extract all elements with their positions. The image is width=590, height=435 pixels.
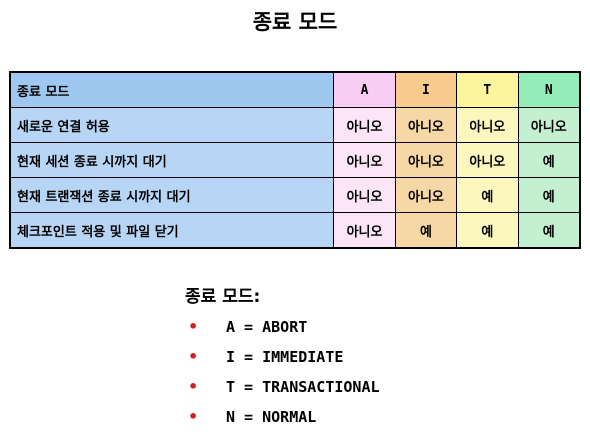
table-cell: 아니오 [456,142,519,178]
list-item: • I = IMMEDIATE [188,342,380,372]
column-header-i: I [394,71,458,108]
row-label: 새로운 연결 허용 [9,107,335,143]
page-title: 종료 모드 [252,10,338,34]
list-item: • A = ABORT [188,312,380,342]
table-cell: 아니오 [333,142,396,178]
shutdown-mode-table: 종료 모드 A I T N 새로운 연결 허용 아니오 아니오 아니오 아니오 … [9,71,581,249]
table-header-row: 종료 모드 A I T N [9,71,581,108]
table-cell: 예 [517,212,581,249]
table-row: 새로운 연결 허용 아니오 아니오 아니오 아니오 [9,107,581,143]
table-cell: 아니오 [456,107,519,143]
table-cell: 예 [517,142,581,178]
table-cell: 아니오 [517,107,581,143]
header-label: 종료 모드 [9,71,335,108]
row-label: 체크포인트 적용 및 파일 닫기 [9,212,335,249]
table-row: 현재 세션 종료 시까지 대기 아니오 아니오 아니오 예 [9,142,581,178]
legend-item-abort: A = ABORT [226,318,308,336]
legend-title: 종료 모드: [185,287,261,307]
bullet-icon: • [188,347,199,366]
table-cell: 예 [394,212,458,249]
bullet-icon: • [188,407,199,426]
table-cell: 아니오 [394,177,458,213]
table-cell: 예 [456,212,519,249]
row-label: 현재 트랜잭션 종료 시까지 대기 [9,177,335,213]
table-cell: 아니오 [333,177,396,213]
column-header-n: N [517,71,581,108]
list-item: • N = NORMAL [188,402,380,432]
table-cell: 예 [517,177,581,213]
table-cell: 아니오 [333,107,396,143]
table-row: 현재 트랜잭션 종료 시까지 대기 아니오 아니오 예 예 [9,177,581,213]
bullet-icon: • [188,317,199,336]
legend-item-normal: N = NORMAL [226,408,317,426]
legend-item-transactional: T = TRANSACTIONAL [226,378,380,396]
table-cell: 예 [456,177,519,213]
list-item: • T = TRANSACTIONAL [188,372,380,402]
column-header-t: T [456,71,519,108]
bullet-icon: • [188,377,199,396]
table-row: 체크포인트 적용 및 파일 닫기 아니오 예 예 예 [9,212,581,249]
legend-item-immediate: I = IMMEDIATE [226,348,344,366]
table-cell: 아니오 [394,107,458,143]
table-cell: 아니오 [333,212,396,249]
table-cell: 아니오 [394,142,458,178]
row-label: 현재 세션 종료 시까지 대기 [9,142,335,178]
column-header-a: A [333,71,396,108]
legend-list: • A = ABORT • I = IMMEDIATE • T = TRANSACTI… [188,312,380,432]
